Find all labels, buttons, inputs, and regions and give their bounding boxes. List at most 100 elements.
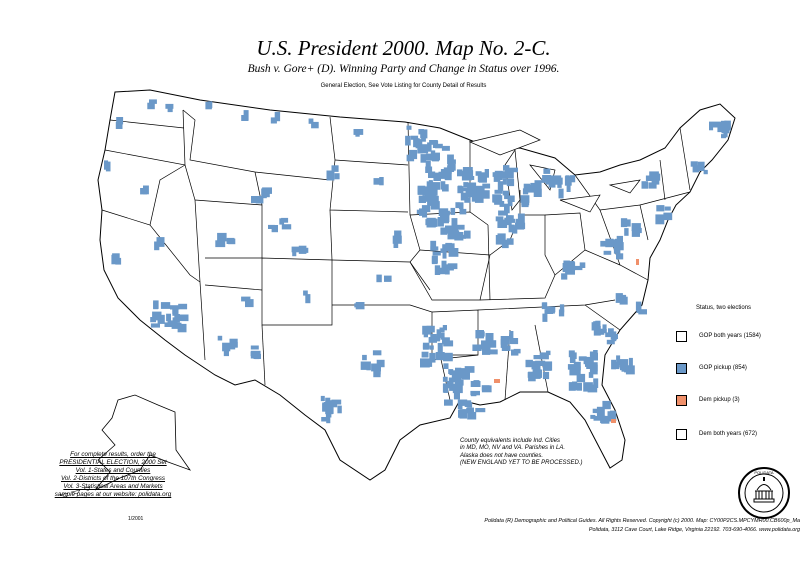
gop-pickup-county bbox=[588, 372, 594, 378]
gop-pickup-county bbox=[430, 334, 437, 343]
gop-pickup-county bbox=[154, 241, 160, 251]
gop-pickup-county bbox=[561, 273, 568, 280]
gop-pickup-county bbox=[474, 197, 484, 203]
gop-pickup-county bbox=[429, 345, 434, 350]
gop-pickup-county bbox=[484, 169, 489, 178]
gop-pickup-county bbox=[603, 250, 612, 255]
gop-pickup-county bbox=[111, 254, 118, 265]
gop-pickup-county bbox=[535, 369, 542, 378]
gop-pickup-county bbox=[422, 325, 432, 335]
gop-pickup-county bbox=[160, 302, 171, 309]
gop-pickup-county bbox=[455, 202, 460, 209]
gop-pickup-county bbox=[440, 181, 446, 190]
gop-pickup-county bbox=[543, 168, 551, 174]
gop-pickup-county bbox=[410, 135, 419, 140]
legend-label: Dem pickup (3) bbox=[699, 397, 740, 403]
us-outline bbox=[97, 89, 736, 481]
legend-label: Dem both years (672) bbox=[699, 431, 758, 437]
legend-item-gop-pickup: GOP pickup (854) bbox=[676, 363, 806, 377]
gop-pickup-county bbox=[558, 309, 565, 317]
gop-pickup-county bbox=[425, 166, 433, 173]
gop-pickup-county bbox=[217, 335, 223, 341]
gop-pickup-county bbox=[424, 186, 431, 193]
gop-pickup-county bbox=[457, 224, 465, 230]
gop-pickup-county bbox=[530, 182, 536, 189]
gop-pickup-county bbox=[331, 399, 342, 405]
gop-pickup-county bbox=[262, 187, 272, 194]
gop-pickup-county bbox=[576, 373, 586, 383]
gop-pickup-county bbox=[481, 385, 492, 393]
gop-pickup-county bbox=[116, 117, 124, 125]
gop-pickup-county bbox=[143, 185, 149, 195]
gop-pickup-county bbox=[104, 160, 109, 170]
gop-pickup-county bbox=[464, 176, 475, 180]
gop-pickup-county bbox=[602, 324, 607, 330]
gop-pickup-county bbox=[152, 311, 162, 321]
gop-pickup-county bbox=[455, 367, 462, 375]
gop-pickup-county bbox=[457, 399, 463, 409]
gop-pickup-county bbox=[453, 374, 458, 382]
gop-pickup-county bbox=[631, 223, 641, 232]
promo-line[interactable]: sample pages at our website: polidata.or… bbox=[54, 491, 172, 498]
promo-line: Vol. 3-Statistical Areas and Markets bbox=[63, 483, 163, 490]
gop-pickup-county bbox=[447, 165, 455, 172]
gop-pickup-county bbox=[421, 351, 429, 358]
gop-pickup-county bbox=[373, 178, 382, 185]
gop-pickup-county bbox=[115, 122, 123, 129]
legend-label: GOP pickup (854) bbox=[699, 365, 747, 371]
gop-pickup-county bbox=[494, 189, 503, 194]
gop-pickup-county bbox=[611, 334, 618, 340]
gop-pickup-county bbox=[420, 358, 430, 368]
gop-pickup-county bbox=[428, 171, 436, 178]
county-note: County equivalents include Ind. Cities i… bbox=[460, 438, 650, 468]
gop-pickup-county bbox=[527, 184, 535, 193]
gop-pickup-county bbox=[444, 270, 450, 275]
gop-pickup-county bbox=[376, 359, 385, 368]
gop-pickup-county bbox=[291, 246, 302, 253]
map-subtitle: Bush v. Gore+ (D). Winning Party and Cha… bbox=[247, 63, 560, 75]
gop-pickup-county bbox=[651, 177, 660, 185]
aleutian-islands bbox=[59, 486, 91, 498]
gop-pickup-county bbox=[430, 356, 435, 361]
gop-pickup-county bbox=[442, 352, 453, 362]
gop-pickup-county bbox=[261, 188, 267, 199]
gop-pickup-county bbox=[539, 352, 549, 360]
gop-pickup-county bbox=[600, 415, 606, 424]
gop-pickup-county bbox=[448, 369, 454, 374]
gop-pickup-county bbox=[303, 290, 308, 296]
gop-pickup-county bbox=[250, 350, 261, 359]
gop-pickup-county bbox=[572, 381, 578, 391]
gop-pickup-county bbox=[717, 125, 723, 133]
gop-pickup-county bbox=[601, 329, 607, 334]
gop-pickup-county bbox=[482, 190, 490, 199]
gop-pickup-county bbox=[422, 344, 429, 350]
gop-pickup-county bbox=[302, 247, 309, 253]
gop-pickup-county bbox=[166, 313, 171, 322]
gop-pickup-county bbox=[515, 222, 526, 230]
gop-pickup-county bbox=[709, 121, 714, 131]
gop-pickup-county bbox=[172, 305, 177, 314]
gop-pickup-county bbox=[593, 378, 599, 388]
gop-pickup-county bbox=[376, 274, 382, 283]
county-note-line: in MD, MO, NV and VA. Parishes in LA. bbox=[460, 445, 566, 452]
gop-pickup-county bbox=[565, 262, 576, 271]
legend-title: Status, two elections bbox=[696, 305, 752, 311]
gop-pickup-county bbox=[371, 363, 381, 372]
dem-pickup-counties bbox=[494, 259, 639, 423]
county-note-line: County equivalents include Ind. Cities bbox=[460, 438, 561, 444]
gop-pickup-county bbox=[624, 366, 633, 373]
gop-pickup-county bbox=[451, 218, 458, 227]
gop-pickup-county bbox=[439, 327, 445, 333]
gop-pickup-county bbox=[458, 410, 467, 415]
gop-pickup-county bbox=[501, 239, 509, 249]
gop-pickup-county bbox=[337, 405, 342, 414]
gop-pickup-county bbox=[320, 395, 325, 402]
gop-pickup-county bbox=[442, 244, 448, 252]
gop-pickup-county bbox=[440, 169, 449, 179]
gop-pickup-county bbox=[268, 224, 275, 229]
gop-pickup-county bbox=[482, 347, 491, 355]
gop-pickup-county bbox=[432, 218, 438, 227]
gop-pickup-county bbox=[153, 301, 159, 310]
gop-pickup-county bbox=[590, 362, 598, 372]
